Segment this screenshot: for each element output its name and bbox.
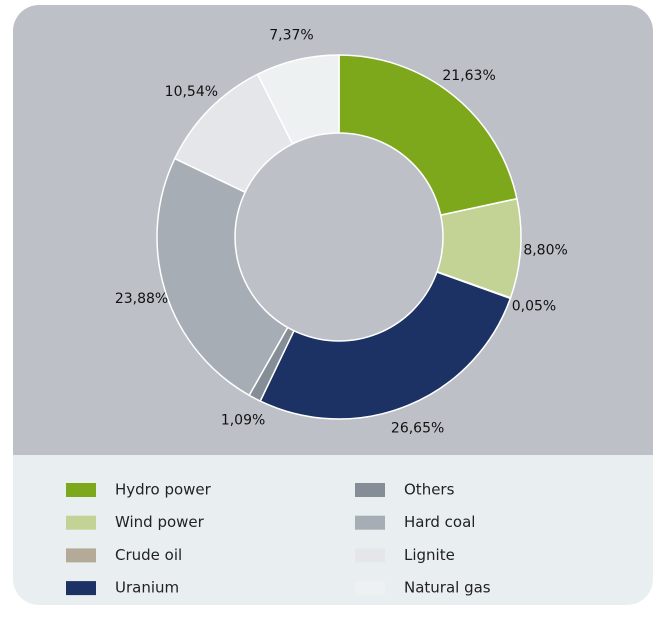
legend-label: Hydro power <box>115 481 212 499</box>
data-label: 8,80% <box>523 242 567 258</box>
legend-swatch <box>66 581 96 596</box>
legend-area <box>13 455 653 605</box>
legend-label: Hard coal <box>404 513 475 531</box>
legend-swatch <box>66 548 96 563</box>
data-label: 10,54% <box>165 84 218 100</box>
legend-label: Wind power <box>115 513 205 531</box>
legend-swatch <box>355 548 385 563</box>
legend-swatch <box>66 483 96 497</box>
legend-swatch <box>355 581 385 596</box>
legend-label: Others <box>404 481 455 499</box>
legend-label: Lignite <box>404 546 455 564</box>
legend-swatch <box>355 483 385 497</box>
legend-label: Crude oil <box>115 546 182 564</box>
legend-swatch <box>355 515 385 530</box>
data-label: 23,88% <box>115 291 168 307</box>
legend-label: Natural gas <box>404 579 491 597</box>
data-label: 7,37% <box>269 28 313 44</box>
data-label: 0,05% <box>512 299 556 315</box>
data-label: 26,65% <box>391 420 444 436</box>
data-label: 1,09% <box>221 412 265 428</box>
data-label: 21,63% <box>442 68 495 84</box>
legend-label: Uranium <box>115 579 179 597</box>
donut-hole <box>234 132 444 342</box>
legend-swatch <box>66 515 96 530</box>
